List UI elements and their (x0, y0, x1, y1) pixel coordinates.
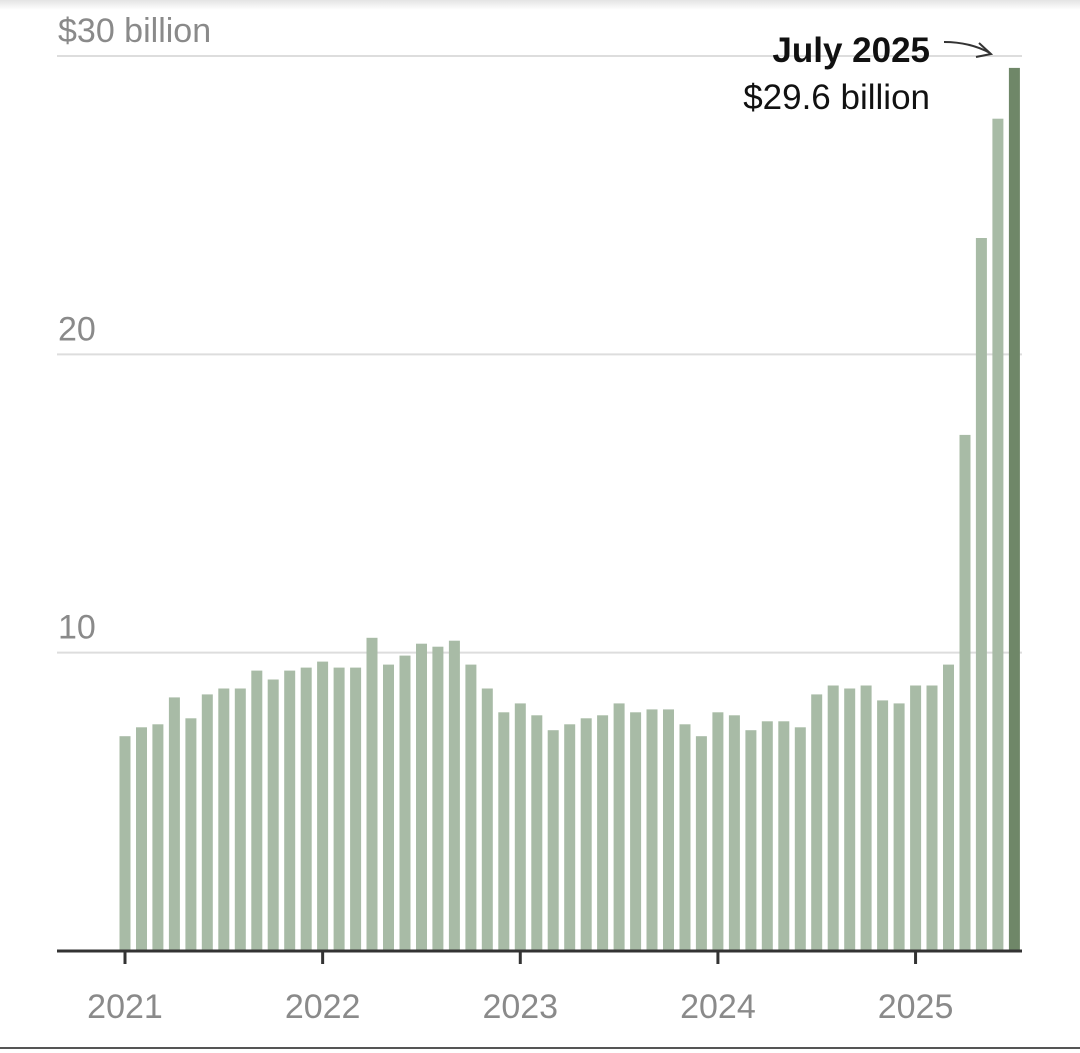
y-axis-ticks: 10 20 $30 billion (58, 12, 211, 647)
bar-2021-09 (251, 670, 263, 951)
grid-lines (57, 55, 1022, 654)
bar-2021-05 (185, 718, 197, 951)
bar-2022-01 (317, 661, 329, 951)
bar-2024-03 (745, 730, 757, 951)
bar-2022-03 (350, 667, 362, 951)
bar-2025-02 (926, 685, 938, 951)
bar-2023-05 (580, 718, 592, 951)
annotation-arrowhead (975, 42, 994, 58)
x-tick-label: 2021 (87, 988, 163, 1026)
bar-2025-05 (975, 238, 987, 951)
bar-2023-03 (547, 730, 559, 951)
bar-2023-01 (514, 703, 526, 951)
annotation-title: July 2025 (772, 31, 930, 70)
bar-2021-04 (168, 697, 180, 951)
bar-2021-06 (201, 694, 213, 951)
bar-2024-08 (827, 685, 839, 951)
bar-2025-06 (992, 118, 1004, 951)
bar-2023-07 (613, 703, 625, 951)
x-tick-label: 2022 (285, 988, 361, 1026)
bar-2023-06 (597, 715, 609, 951)
bar-2024-01 (712, 712, 724, 951)
bar-2025-07 (1008, 67, 1020, 951)
bar-2025-03 (943, 664, 954, 951)
bar-2025-04 (959, 434, 971, 951)
bar-2021-03 (152, 724, 164, 951)
bar-2021-07 (218, 688, 230, 951)
bar-2021-12 (300, 667, 312, 951)
peak-annotation: July 2025 $29.6 billion (743, 31, 994, 117)
bar-2024-09 (844, 688, 856, 951)
bar-2023-08 (630, 712, 642, 951)
bar-2022-12 (498, 712, 510, 951)
bar-2024-06 (794, 727, 806, 952)
x-tick-label: 2024 (680, 988, 756, 1026)
bar-2023-10 (663, 709, 674, 951)
top-shadow (0, 0, 1080, 10)
bar-2021-11 (284, 670, 296, 951)
bar-2022-09 (448, 640, 460, 951)
x-tick-label: 2023 (482, 988, 558, 1026)
y-tick-label: $30 billion (58, 12, 211, 50)
bar-2024-02 (728, 715, 740, 951)
bar-2023-02 (531, 715, 543, 951)
bar-2022-08 (432, 646, 444, 951)
bar-2024-11 (877, 700, 889, 951)
bar-2023-09 (646, 709, 658, 951)
bar-2023-11 (679, 724, 691, 951)
bar-2024-07 (811, 694, 823, 951)
bar-2022-04 (366, 637, 378, 952)
bar-2023-12 (695, 736, 707, 951)
bar-2025-01 (910, 685, 922, 951)
bars (119, 67, 1020, 952)
bar-2021-01 (119, 736, 131, 951)
bottom-rule (0, 1047, 1080, 1049)
bar-2022-07 (416, 643, 427, 951)
bar-2021-08 (234, 688, 246, 951)
bar-2022-05 (383, 664, 394, 951)
bar-2022-06 (399, 655, 411, 951)
y-tick-label: 20 (58, 310, 96, 348)
x-axis-ticks: 2021 2022 2023 2024 2025 (87, 951, 953, 1026)
bar-2022-10 (465, 664, 477, 951)
bar-2024-10 (860, 685, 872, 951)
x-tick-label: 2025 (878, 988, 954, 1026)
bar-2024-04 (761, 721, 773, 951)
bar-2024-05 (778, 721, 790, 951)
bar-2024-12 (893, 703, 905, 951)
bar-2022-11 (481, 688, 493, 951)
y-tick-label: 10 (58, 609, 96, 647)
bar-2022-02 (333, 667, 345, 951)
annotation-value: $29.6 billion (743, 78, 930, 117)
bar-2021-10 (267, 679, 279, 951)
bar-2023-04 (564, 724, 576, 951)
bar-2021-02 (136, 727, 147, 952)
